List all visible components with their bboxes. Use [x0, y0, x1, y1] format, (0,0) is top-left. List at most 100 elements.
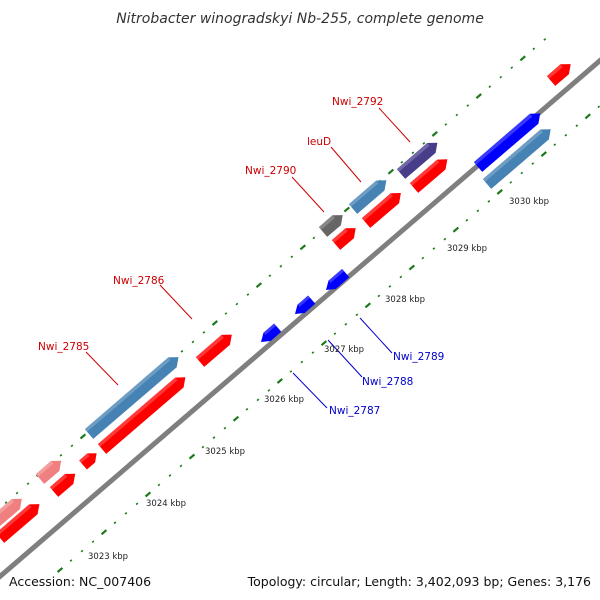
scale-tick [487, 200, 491, 203]
gene-label-leud[interactable]: leuD [307, 136, 331, 148]
tick-label-3025: 3025 kbp [205, 447, 245, 457]
scale-tick [56, 567, 64, 573]
gene-features [0, 64, 571, 543]
gene-blue[interactable] [326, 268, 350, 290]
gene-label-nwi-2789[interactable]: Nwi_2789 [393, 351, 444, 363]
scale-tick [279, 264, 283, 268]
scale-tick [377, 294, 381, 298]
gene-red[interactable] [97, 377, 186, 454]
scale-tick [312, 236, 316, 240]
scale-tick [246, 293, 250, 296]
scale-tick [26, 482, 30, 485]
tick-label-3027: 3027 kbp [324, 345, 364, 355]
scale-tick [387, 168, 395, 175]
scale-tick [80, 549, 84, 553]
gene-gray[interactable] [318, 215, 343, 237]
callout-line-nwi-2790 [291, 176, 325, 213]
scale-tick [235, 302, 239, 306]
gene-red-shade [79, 453, 90, 463]
scale-tick [465, 218, 469, 222]
scale-tick [211, 320, 219, 326]
gene-steelblue-shade [482, 129, 543, 182]
gene-blue[interactable] [295, 295, 316, 315]
gene-red[interactable] [361, 193, 401, 228]
gene-steelblue-shade [348, 180, 379, 207]
scale-tick [532, 47, 536, 51]
gene-label-nwi-2786[interactable]: Nwi_2786 [113, 275, 165, 287]
gene-red[interactable] [79, 453, 97, 470]
scale-tick [597, 105, 600, 109]
scale-tick [188, 453, 196, 460]
scale-tick [400, 160, 404, 164]
scale-tick [531, 162, 535, 165]
scale-tick [421, 256, 425, 260]
scale-tick [411, 151, 415, 155]
scale-tick [256, 398, 260, 402]
gene-red-shade [97, 377, 178, 447]
scale-tick [564, 133, 568, 137]
gene-red[interactable] [49, 473, 76, 497]
scale-tick [553, 143, 557, 146]
scale-tick [79, 433, 87, 440]
scale-tick [70, 444, 74, 448]
scale-tick [432, 247, 436, 250]
scale-tick [113, 521, 117, 525]
scale-tick [388, 285, 392, 288]
genome-summary-text: Topology: circular; Length: 3,402,093 bp… [247, 574, 591, 589]
gene-red-shade [546, 64, 563, 79]
scale-tick [289, 370, 293, 373]
gene-red[interactable] [331, 228, 356, 250]
gene-blue-shade [263, 323, 277, 335]
gene-label-nwi-2787[interactable]: Nwi_2787 [329, 405, 380, 417]
gene-pink[interactable] [0, 498, 22, 526]
tick-label-3026: 3026 kbp [264, 395, 304, 405]
gene-red[interactable] [195, 334, 232, 367]
gene-label-nwi-2788[interactable]: Nwi_2788 [362, 376, 413, 388]
gene-red[interactable] [0, 504, 40, 543]
scale-tick [268, 274, 272, 278]
scale-tick [443, 237, 447, 241]
gene-pink-shade [35, 461, 54, 477]
scale-tick [431, 130, 438, 137]
gene-red-shade [0, 504, 32, 535]
gene-blue-shade [328, 268, 345, 283]
scale-tick [476, 209, 480, 213]
scale-tick [202, 331, 206, 334]
scale-tick [466, 104, 470, 107]
gene-pink[interactable] [35, 460, 62, 484]
scale-tick [276, 378, 284, 384]
map-title: Nitrobacter winogradskyi Nb-255, complet… [116, 11, 484, 27]
gene-red[interactable] [546, 64, 571, 86]
gene-steelblue[interactable] [348, 180, 387, 214]
callout-line-nwi-2788 [327, 339, 363, 378]
scale-tick [212, 436, 216, 439]
accession-text: Accession: NC_007406 [9, 574, 151, 589]
callout-line-nwi-2786 [159, 284, 193, 320]
gene-blue[interactable] [261, 323, 282, 343]
gene-blue[interactable] [473, 113, 541, 172]
tick-label-3029: 3029 kbp [447, 244, 487, 254]
callout-line-nwi-2789 [359, 317, 393, 354]
scale-tick [290, 255, 294, 259]
scale-tick [355, 313, 359, 317]
scale-tick [69, 559, 73, 562]
tick-label-3023: 3023 kbp [88, 552, 128, 562]
gene-red[interactable] [409, 159, 448, 193]
gene-gray-shade [318, 215, 335, 230]
gene-slate[interactable] [396, 142, 438, 179]
gene-slate-shade [396, 143, 430, 172]
scale-tick [224, 312, 228, 315]
scale-tick [144, 491, 152, 498]
scale-tick [168, 474, 172, 477]
gene-steelblue[interactable] [84, 357, 179, 439]
scale-tick [540, 151, 547, 158]
gene-label-nwi-2790[interactable]: Nwi_2790 [245, 165, 296, 177]
gene-label-nwi-2785[interactable]: Nwi_2785 [38, 341, 89, 353]
scale-tick [475, 93, 482, 100]
gene-red-shade [49, 474, 68, 490]
scale-tick [488, 85, 492, 88]
scale-tick [180, 349, 184, 353]
gene-label-nwi-2792[interactable]: Nwi_2792 [332, 96, 383, 108]
gene-steelblue[interactable] [482, 129, 551, 189]
